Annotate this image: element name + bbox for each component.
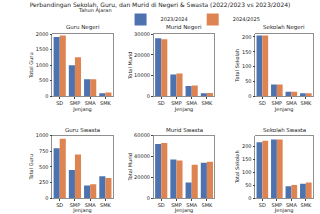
- svg-text:20000: 20000: [134, 174, 150, 180]
- svg-text:Total Guru: Total Guru: [28, 52, 34, 79]
- svg-text:Total Murid: Total Murid: [127, 51, 133, 79]
- svg-text:SMK: SMK: [300, 202, 311, 208]
- svg-text:SMA: SMA: [186, 100, 197, 106]
- svg-text:SMK: SMK: [100, 202, 111, 208]
- svg-text:Jenjang: Jenjang: [174, 207, 194, 214]
- svg-text:500: 500: [39, 77, 49, 83]
- svg-text:150: 150: [242, 156, 252, 162]
- svg-text:SMK: SMK: [201, 100, 212, 106]
- svg-text:Murid Negeri: Murid Negeri: [166, 24, 202, 31]
- svg-text:Jenjang: Jenjang: [72, 106, 92, 113]
- svg-text:SMA: SMA: [186, 202, 197, 208]
- svg-text:Total Guru: Total Guru: [28, 154, 34, 181]
- svg-text:SMA: SMA: [85, 100, 96, 106]
- svg-text:0: 0: [147, 93, 150, 99]
- svg-text:SMP: SMP: [171, 100, 182, 106]
- svg-text:Total Murid: Total Murid: [127, 153, 133, 181]
- svg-text:SMA: SMA: [286, 202, 297, 208]
- svg-text:50: 50: [245, 182, 251, 188]
- svg-text:150: 150: [242, 49, 252, 55]
- svg-text:100: 100: [242, 63, 252, 69]
- svg-text:SMA: SMA: [85, 202, 96, 208]
- svg-text:1500: 1500: [36, 46, 49, 52]
- svg-text:0: 0: [248, 195, 251, 201]
- svg-text:SMP: SMP: [272, 202, 283, 208]
- svg-text:500: 500: [39, 164, 49, 170]
- svg-text:SMP: SMP: [70, 202, 81, 208]
- svg-text:Murid Swasta: Murid Swasta: [166, 127, 203, 133]
- svg-text:Guru Negeri: Guru Negeri: [66, 24, 100, 31]
- svg-text:SD: SD: [158, 100, 165, 106]
- svg-text:1000: 1000: [36, 132, 49, 138]
- svg-text:100: 100: [242, 169, 252, 175]
- svg-text:SMK: SMK: [100, 100, 111, 106]
- svg-text:SD: SD: [158, 202, 165, 208]
- svg-text:SD: SD: [56, 100, 63, 106]
- svg-text:Jenjang: Jenjang: [274, 106, 294, 113]
- svg-text:SMK: SMK: [201, 202, 212, 208]
- svg-text:200: 200: [242, 143, 252, 149]
- svg-text:0: 0: [147, 195, 150, 201]
- svg-text:750: 750: [39, 148, 49, 154]
- svg-text:Total Sekolah: Total Sekolah: [235, 49, 241, 83]
- svg-text:Sekolah Swasta: Sekolah Swasta: [263, 127, 306, 133]
- svg-text:Jenjang: Jenjang: [72, 207, 92, 214]
- svg-text:SMP: SMP: [272, 100, 283, 106]
- svg-text:0: 0: [248, 93, 251, 99]
- svg-text:Jenjang: Jenjang: [274, 207, 294, 214]
- svg-text:2023/2024: 2023/2024: [161, 16, 188, 22]
- svg-text:Sekolah Negeri: Sekolah Negeri: [263, 24, 305, 31]
- svg-text:Jenjang: Jenjang: [174, 106, 194, 113]
- svg-text:SMP: SMP: [171, 202, 182, 208]
- svg-text:10000: 10000: [134, 72, 150, 78]
- svg-text:0: 0: [45, 93, 48, 99]
- svg-text:Perbandingan Sekolah, Guru, da: Perbandingan Sekolah, Guru, dan Murid di…: [30, 1, 291, 9]
- svg-text:2000: 2000: [36, 31, 49, 37]
- svg-text:1000: 1000: [36, 62, 49, 68]
- svg-text:50: 50: [245, 78, 251, 84]
- svg-text:SD: SD: [259, 100, 266, 106]
- svg-text:SMK: SMK: [300, 100, 311, 106]
- svg-text:2024/2025: 2024/2025: [233, 16, 260, 22]
- svg-text:Guru Swasta: Guru Swasta: [65, 127, 100, 133]
- svg-text:Total Sekolah: Total Sekolah: [235, 150, 241, 184]
- svg-text:40000: 40000: [134, 153, 150, 159]
- svg-text:SMP: SMP: [70, 100, 81, 106]
- svg-text:SD: SD: [56, 202, 63, 208]
- svg-text:60000: 60000: [134, 132, 150, 138]
- svg-text:30000: 30000: [134, 31, 150, 37]
- svg-text:SMA: SMA: [286, 100, 297, 106]
- svg-text:Tahun Ajaran: Tahun Ajaran: [78, 7, 112, 14]
- svg-text:200: 200: [242, 34, 252, 40]
- svg-text:0: 0: [45, 195, 48, 201]
- svg-text:20000: 20000: [134, 52, 150, 58]
- svg-text:SD: SD: [259, 202, 266, 208]
- svg-text:250: 250: [39, 179, 49, 185]
